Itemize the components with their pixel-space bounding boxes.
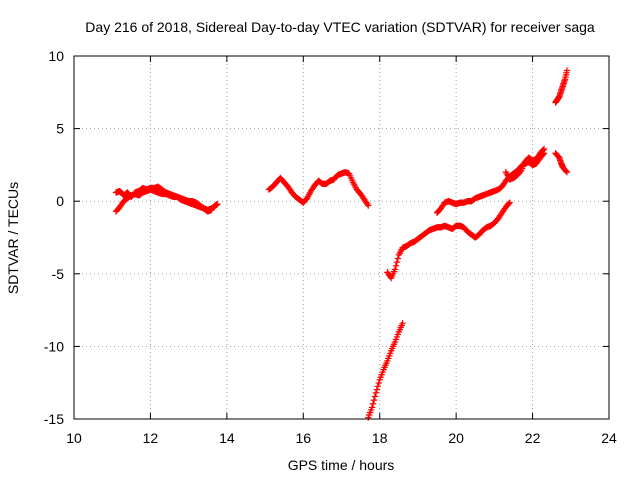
plot-frame xyxy=(73,55,610,420)
y-tick-label: 10 xyxy=(48,48,64,64)
series-arc-3 xyxy=(365,319,406,421)
x-tick-label: 16 xyxy=(295,430,311,446)
x-tick-label: 14 xyxy=(219,430,235,446)
data-point xyxy=(214,200,221,208)
series-arc-6 xyxy=(502,145,548,183)
data-point xyxy=(399,319,406,327)
data-point xyxy=(368,404,376,411)
data-point xyxy=(394,255,402,262)
y-axis-label: SDTVAR / TECUs xyxy=(5,182,21,294)
data-point xyxy=(563,168,571,176)
data-point xyxy=(392,262,400,270)
series-arc-4 xyxy=(384,199,513,282)
data-point xyxy=(563,67,571,74)
series-arc-1b xyxy=(112,183,215,215)
x-tick-label: 24 xyxy=(601,430,617,446)
tick-labels: 10 12 14 16 18 20 22 24 -15 -10 -5 0 5 10 xyxy=(44,48,617,446)
chart-title: Day 216 of 2018, Sidereal Day-to-day VTE… xyxy=(85,19,595,35)
data-point xyxy=(369,400,377,407)
data-point xyxy=(516,168,524,175)
series-arc-7 xyxy=(552,150,571,176)
y-tick-label: -5 xyxy=(52,266,65,282)
grid xyxy=(74,56,609,419)
data-point xyxy=(391,266,399,273)
series-arc-2 xyxy=(265,168,372,209)
x-tick-label: 10 xyxy=(66,430,82,446)
data-point xyxy=(539,146,547,154)
series-arc-8 xyxy=(552,67,571,106)
data-point xyxy=(372,389,380,397)
y-tick-label: -10 xyxy=(44,338,64,354)
x-tick-label: 22 xyxy=(525,430,541,446)
data-point xyxy=(540,145,548,153)
x-tick-label: 18 xyxy=(372,430,388,446)
data-point xyxy=(371,393,379,400)
y-tick-label: 0 xyxy=(56,193,64,209)
data-point xyxy=(375,379,382,387)
data-point xyxy=(393,258,401,266)
data-point xyxy=(374,383,382,390)
data-point xyxy=(364,200,371,208)
data-points xyxy=(112,67,571,421)
y-tick-label: 5 xyxy=(56,121,64,137)
data-point xyxy=(373,386,381,393)
x-tick-label: 12 xyxy=(143,430,159,446)
data-point xyxy=(562,167,570,175)
x-axis-label: GPS time / hours xyxy=(288,457,395,473)
axis-ticks xyxy=(73,55,610,420)
data-point xyxy=(208,206,215,214)
y-tick-label: -15 xyxy=(44,411,64,427)
x-tick-label: 20 xyxy=(448,430,464,446)
data-point xyxy=(506,199,513,206)
data-point xyxy=(365,202,372,209)
data-point xyxy=(370,396,378,404)
data-point xyxy=(505,200,512,207)
